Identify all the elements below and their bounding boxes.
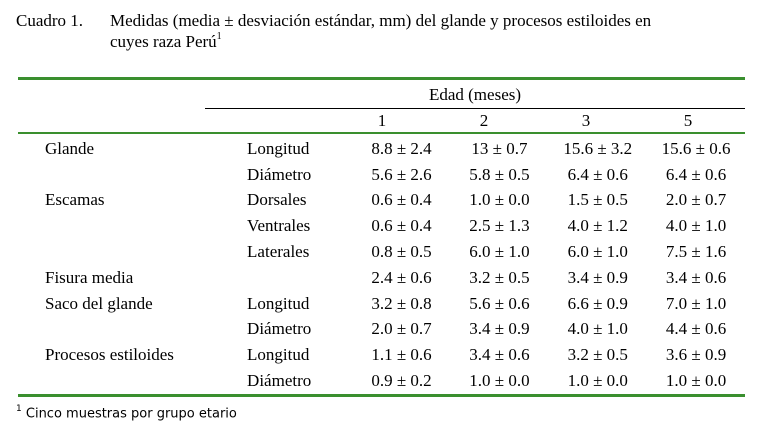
- table-row: Diámetro 2.0 ± 0.7 3.4 ± 0.9 4.0 ± 1.0 4.4 ±…: [18, 317, 745, 343]
- caption-label: Cuadro 1.: [16, 11, 84, 30]
- caption-footnote-mark: 1: [216, 31, 222, 43]
- value-cell: 1.0 ± 0.0: [469, 371, 530, 391]
- value-cell: 15.6 ± 3.2: [563, 138, 633, 158]
- table-row: Laterales 0.8 ± 0.5 6.0 ± 1.0 6.0 ± 1.0 7.5 …: [18, 239, 745, 265]
- value-cell: 7.5 ± 1.6: [665, 242, 727, 262]
- row-sub-label: Longitud: [247, 293, 310, 313]
- row-group-label: Fisura media: [45, 267, 134, 287]
- row-group-label: [18, 213, 247, 239]
- table-row: Glande Longitud 8.8 ± 2.4 13 ± 0.7 15.6 ± 3.…: [18, 136, 745, 162]
- value-cell: 8.8 ± 2.4: [371, 138, 432, 158]
- table-bottom-rule: [18, 394, 745, 397]
- row-sub-label: Longitud: [247, 138, 310, 158]
- row-sub-label: Diámetro: [247, 164, 312, 184]
- value-cell: 3.4 ± 0.6: [469, 345, 530, 365]
- table-top-rule: [18, 77, 745, 80]
- caption-text-line2-wrap: cuyes raza Perú1: [16, 31, 756, 52]
- caption-text-line2: cuyes raza Perú: [110, 32, 217, 51]
- value-cell: 15.6 ± 0.6: [661, 138, 731, 158]
- value-cell: 5.6 ± 0.6: [469, 293, 530, 313]
- row-sub-label: Diámetro: [247, 371, 312, 391]
- value-cell: 6.6 ± 0.9: [567, 293, 628, 313]
- value-cell: 3.6 ± 0.9: [665, 345, 727, 365]
- table-row: Procesos estiloides Longitud 1.1 ± 0.6 3.4 …: [18, 342, 745, 368]
- value-cell: 13 ± 0.7: [471, 138, 528, 158]
- value-cell: 4.0 ± 1.0: [567, 319, 628, 339]
- value-cell: 2.5 ± 1.3: [469, 216, 530, 236]
- value-cell: 0.8 ± 0.5: [371, 242, 432, 262]
- table-row: Fisura media 2.4 ± 0.6 3.2 ± 0.5 3.4 ± 0.9 3…: [18, 265, 745, 291]
- header-bottom-rule: [18, 132, 745, 134]
- row-group-label: [18, 317, 247, 343]
- table-row: Escamas Dorsales 0.6 ± 0.4 1.0 ± 0.0 1.5 ± 0…: [18, 188, 745, 214]
- value-cell: 4.0 ± 1.0: [665, 216, 727, 236]
- value-cell: 1.0 ± 0.0: [665, 371, 727, 391]
- column-header-3: 3: [581, 111, 591, 130]
- row-sub-label: Ventrales: [247, 216, 311, 236]
- value-cell: 3.2 ± 0.5: [567, 345, 628, 365]
- value-cell: 6.4 ± 0.6: [567, 164, 628, 184]
- row-sub-label: Diámetro: [247, 319, 312, 339]
- row-group-label: Procesos estiloides: [45, 345, 174, 365]
- value-cell: 3.4 ± 0.9: [567, 267, 628, 287]
- value-cell: 4.0 ± 1.2: [567, 216, 628, 236]
- value-cell: 1.5 ± 0.5: [567, 190, 628, 210]
- footnote-mark: 1: [16, 404, 22, 414]
- value-cell: 4.4 ± 0.6: [665, 319, 727, 339]
- value-cell: 0.6 ± 0.4: [371, 190, 432, 210]
- value-cell: 2.0 ± 0.7: [665, 190, 727, 210]
- column-header-2: 2: [479, 111, 489, 130]
- value-cell: 3.4 ± 0.9: [469, 319, 530, 339]
- column-spanner: Edad (meses): [428, 85, 522, 104]
- measurements-table: Glande Longitud 8.8 ± 2.4 13 ± 0.7 15.6 ± 3.…: [18, 136, 745, 394]
- row-group-label: [18, 239, 247, 265]
- table-row: Saco del glande Longitud 3.2 ± 0.8 5.6 ± 0.…: [18, 291, 745, 317]
- value-cell: 3.2 ± 0.8: [371, 293, 432, 313]
- footnote-text: Cinco muestras por grupo etario: [25, 406, 237, 422]
- row-sub-label: Longitud: [247, 345, 310, 365]
- value-cell: 5.8 ± 0.5: [469, 164, 530, 184]
- value-cell: 7.0 ± 1.0: [665, 293, 727, 313]
- value-cell: 6.0 ± 1.0: [469, 242, 530, 262]
- table-row: Ventrales 0.6 ± 0.4 2.5 ± 1.3 4.0 ± 1.2 4.0 …: [18, 213, 745, 239]
- value-cell: 1.1 ± 0.6: [371, 345, 432, 365]
- value-cell: 6.0 ± 1.0: [567, 242, 628, 262]
- caption-text-line1: Medidas (media ± desviación estándar, mm…: [110, 11, 652, 30]
- table-caption: Cuadro 1. Medidas (media ± desviación est…: [16, 10, 756, 52]
- row-group-label: Escamas: [45, 190, 105, 210]
- value-cell: 3.2 ± 0.5: [469, 267, 530, 287]
- row-sub-label: Laterales: [247, 242, 310, 262]
- row-group-label: [18, 162, 247, 188]
- value-cell: 3.4 ± 0.6: [665, 267, 727, 287]
- footnote: 1 Cinco muestras por grupo etario: [16, 400, 237, 424]
- table-row: Diámetro 0.9 ± 0.2 1.0 ± 0.0 1.0 ± 0.0 1.0 ±…: [18, 368, 745, 394]
- value-cell: 6.4 ± 0.6: [665, 164, 727, 184]
- value-cell: 2.4 ± 0.6: [371, 267, 432, 287]
- value-cell: 1.0 ± 0.0: [469, 190, 530, 210]
- value-cell: 1.0 ± 0.0: [567, 371, 628, 391]
- value-cell: 2.0 ± 0.7: [371, 319, 432, 339]
- spanner-underline: [205, 108, 745, 109]
- row-group-label: Saco del glande: [45, 293, 153, 313]
- value-cell: 5.6 ± 2.6: [371, 164, 432, 184]
- table-row: Diámetro 5.6 ± 2.6 5.8 ± 0.5 6.4 ± 0.6 6.4 ±…: [18, 162, 745, 188]
- row-group-label: Glande: [45, 138, 95, 158]
- table-body: Glande Longitud 8.8 ± 2.4 13 ± 0.7 15.6 ± 3.…: [18, 136, 745, 394]
- row-sub-label: Dorsales: [247, 190, 307, 210]
- row-group-label: [18, 368, 247, 394]
- column-header-1: 1: [377, 111, 387, 130]
- row-sub-label: [247, 265, 353, 291]
- value-cell: 0.6 ± 0.4: [371, 216, 432, 236]
- value-cell: 0.9 ± 0.2: [371, 371, 432, 391]
- column-header-5: 5: [683, 111, 693, 130]
